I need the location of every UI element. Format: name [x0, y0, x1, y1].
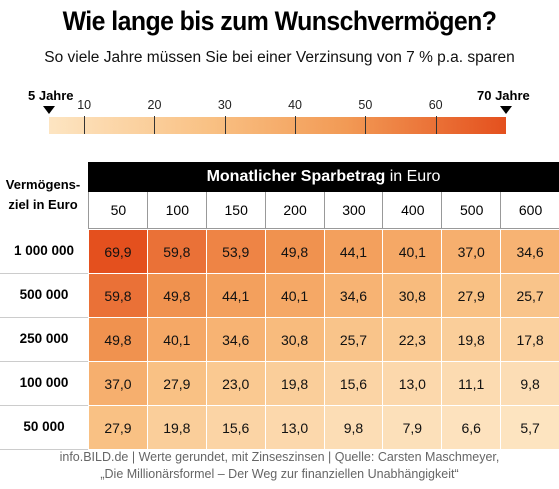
- heatmap-cell: 53,9: [205, 229, 265, 273]
- scale-max-label: 70 Jahre: [477, 88, 530, 103]
- scale-tick: [435, 116, 437, 134]
- row-header: 50 000: [23, 419, 65, 434]
- heatmap-cell: 27,9: [88, 405, 147, 449]
- heatmap-cell: 13,0: [264, 405, 324, 449]
- scale-tick-label: 50: [358, 98, 373, 112]
- heatmap-cell: 59,8: [88, 273, 147, 317]
- heatmap-cell: 40,1: [264, 273, 324, 317]
- heatmap-cell: 15,6: [205, 405, 265, 449]
- source-footer: info.BILD.de | Werte gerundet, mit Zinse…: [0, 449, 559, 483]
- heatmap-cell: 19,8: [264, 361, 324, 405]
- heatmap-cell: 49,8: [146, 273, 206, 317]
- heatmap-cell: 37,0: [441, 229, 501, 273]
- heatmap-cell: 9,8: [500, 361, 559, 405]
- heatmap-cell: 59,8: [146, 229, 206, 273]
- heatmap-cell: 40,1: [382, 229, 442, 273]
- scale-tick: [365, 116, 367, 134]
- scale-min-label: 5 Jahre: [28, 88, 74, 103]
- scale-tick-label: 40: [288, 98, 303, 112]
- scale-tick: [84, 116, 86, 134]
- heatmap-cell: 5,7: [500, 405, 559, 449]
- heatmap-cell: 15,6: [323, 361, 383, 405]
- scale-tick: [295, 116, 297, 134]
- row-divider: [0, 317, 88, 318]
- header-divider: [88, 228, 559, 229]
- heatmap-cell: 27,9: [146, 361, 206, 405]
- column-axis-title: Monatlicher Sparbetrag: [206, 168, 386, 185]
- heatmap-cell: 22,3: [382, 317, 442, 361]
- heatmap-cell: 6,6: [441, 405, 501, 449]
- row-header: 100 000: [19, 375, 69, 390]
- heatmap-cell: 34,6: [205, 317, 265, 361]
- scale-tick: [154, 116, 156, 134]
- scale-min-marker: [43, 106, 55, 114]
- heatmap-cell: 34,6: [500, 229, 559, 273]
- heatmap-cell: 34,6: [323, 273, 383, 317]
- heatmap-cell: 11,1: [441, 361, 501, 405]
- scale-tick-label: 20: [147, 98, 162, 112]
- heatmap-cell: 25,7: [500, 273, 559, 317]
- scale-tick-label: 60: [428, 98, 443, 112]
- heatmap-cell: 30,8: [382, 273, 442, 317]
- footer-line-1: info.BILD.de | Werte gerundet, mit Zinse…: [59, 450, 500, 464]
- heatmap-cell: 19,8: [441, 317, 501, 361]
- column-header: 150: [205, 192, 266, 229]
- column-header: 400: [382, 192, 442, 229]
- heatmap-cell: 27,9: [441, 273, 501, 317]
- row-axis-title-line2: ziel in Euro: [8, 197, 78, 212]
- heatmap-cell: 44,1: [323, 229, 383, 273]
- heatmap-cell: 17,8: [500, 317, 559, 361]
- column-header: 200: [264, 192, 325, 229]
- row-divider: [0, 361, 88, 362]
- scale-tick-label: 30: [217, 98, 232, 112]
- row-axis-header: Vermögens- ziel in Euro: [0, 175, 86, 215]
- chart-subtitle: So viele Jahre müssen Sie bei einer Verz…: [44, 49, 515, 66]
- column-header: 100: [146, 192, 207, 229]
- row-axis-title-line1: Vermögens-: [5, 177, 81, 192]
- heatmap-cell: 23,0: [205, 361, 265, 405]
- column-header: 600: [500, 192, 559, 229]
- row-header: 1 000 000: [13, 243, 75, 258]
- heatmap-cell: 37,0: [88, 361, 147, 405]
- heatmap-cell: 49,8: [264, 229, 324, 273]
- column-header: 300: [323, 192, 384, 229]
- scale-tick: [224, 116, 226, 134]
- heatmap-cell: 19,8: [146, 405, 206, 449]
- heatmap-cell: 44,1: [205, 273, 265, 317]
- heatmap-cell: 30,8: [264, 317, 324, 361]
- footer-line-2: „Die Millionärsformel – Der Weg zur fina…: [100, 467, 459, 481]
- heatmap-cell: 9,8: [323, 405, 383, 449]
- heatmap-cell: 7,9: [382, 405, 442, 449]
- column-axis-unit: in Euro: [389, 168, 441, 185]
- heatmap-cell: 25,7: [323, 317, 383, 361]
- scale-gradient-bar: [49, 117, 506, 134]
- row-header: 250 000: [19, 331, 69, 346]
- heatmap-cell: 13,0: [382, 361, 442, 405]
- row-divider: [0, 405, 88, 406]
- scale-max-marker: [500, 106, 512, 114]
- scale-tick-label: 10: [77, 98, 92, 112]
- column-axis-header: Monatlicher Sparbetrag in Euro: [88, 162, 559, 192]
- heatmap-cell: 49,8: [88, 317, 147, 361]
- row-divider: [0, 449, 88, 450]
- chart-title: Wie lange bis zum Wunschvermögen?: [62, 6, 497, 36]
- heatmap-cell: 40,1: [146, 317, 206, 361]
- heatmap-cell: 69,9: [88, 229, 147, 273]
- column-header: 500: [441, 192, 501, 229]
- column-header: 50: [88, 192, 148, 229]
- row-divider: [0, 273, 88, 274]
- row-header: 500 000: [19, 287, 69, 302]
